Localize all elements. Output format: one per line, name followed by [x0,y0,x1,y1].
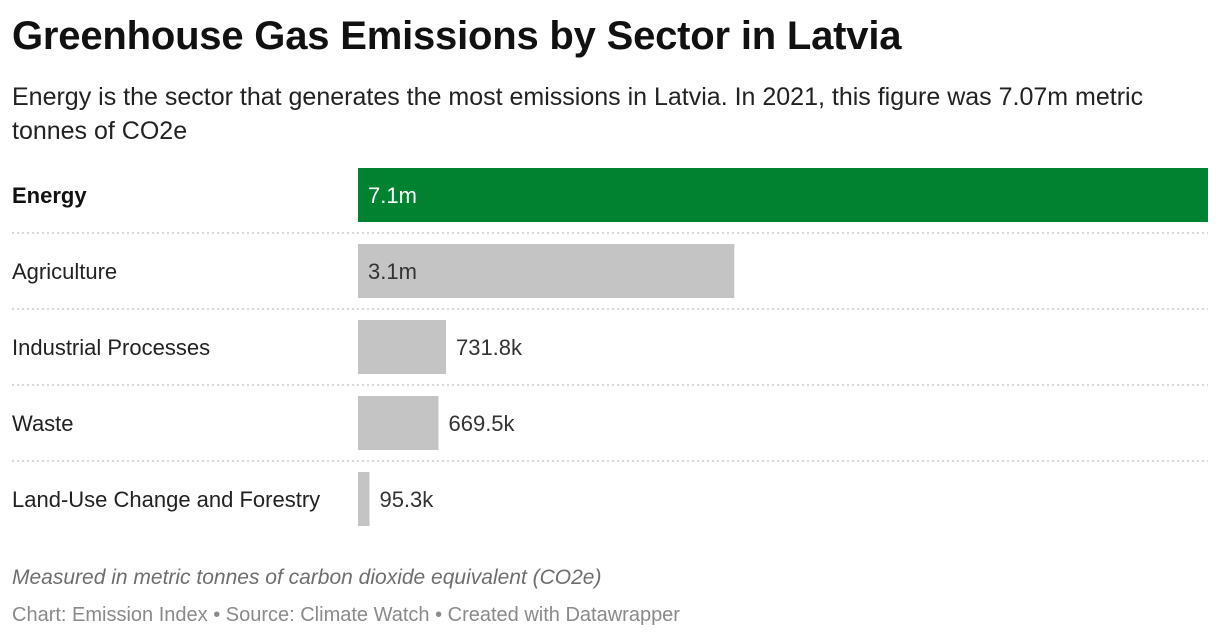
value-label-energy: 7.1m [368,183,417,208]
category-label-waste: Waste [12,411,74,436]
bar-agriculture [358,244,735,298]
bar-industrial-processes [358,320,446,374]
category-label-agriculture: Agriculture [12,259,117,284]
category-label-industrial-processes: Industrial Processes [12,335,210,360]
bar-energy [358,168,1208,222]
bar-land-use-change-and-forestry [358,472,370,526]
bar-waste [358,396,439,450]
value-label-waste: 669.5k [448,411,515,436]
category-label-energy: Energy [12,183,87,208]
chart-subtitle: Energy is the sector that generates the … [12,83,1144,145]
chart-title: Greenhouse Gas Emissions by Sector in La… [12,14,902,58]
bar-chart: Energy 7.1m Agriculture 3.1m Industrial Proc… [0,156,1220,536]
chart-note: Measured in metric tonnes of carbon diox… [12,566,602,589]
value-label-land-use-change-and-forestry: 95.3k [379,487,434,512]
value-label-industrial-processes: 731.8k [456,335,523,360]
category-label-land-use-change-and-forestry: Land-Use Change and Forestry [12,487,320,512]
chart-source: Chart: Emission Index • Source: Climate … [12,604,680,626]
value-label-agriculture: 3.1m [368,259,417,284]
bar-chart-svg: Energy 7.1m Agriculture 3.1m Industrial Proc… [12,168,1208,526]
